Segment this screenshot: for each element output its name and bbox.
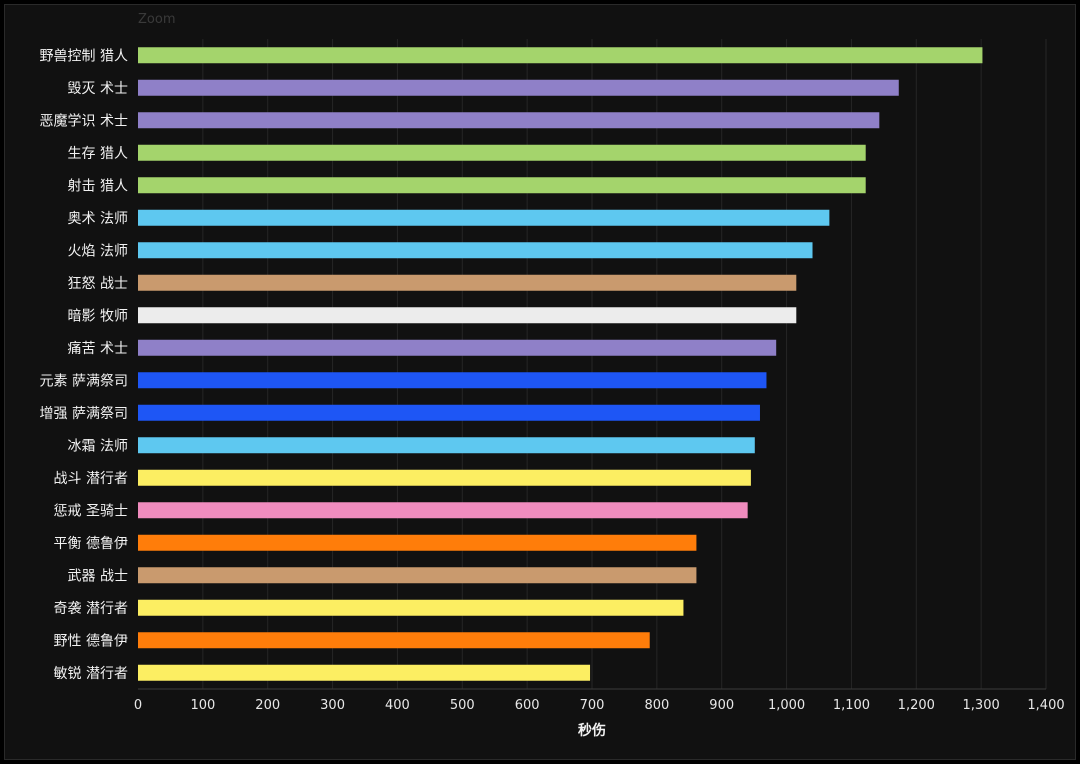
x-tick-label: 1,000 bbox=[768, 698, 805, 713]
x-tick-label: 1,400 bbox=[1027, 698, 1064, 713]
category-label: 狂怒 战士 bbox=[68, 276, 128, 292]
bar[interactable] bbox=[138, 372, 767, 389]
category-label: 平衡 德鲁伊 bbox=[54, 536, 128, 552]
x-tick-label: 1,200 bbox=[898, 698, 935, 713]
x-tick-label: 1,300 bbox=[963, 698, 1000, 713]
bar[interactable] bbox=[138, 404, 760, 421]
x-tick-labels: 0 100 200 300 400 500 600 700 800 900 1,000 1,100 1,… bbox=[134, 698, 1065, 713]
category-label: 痛苦 术士 bbox=[68, 340, 128, 357]
x-tick-label: 200 bbox=[255, 698, 280, 713]
category-label: 元素 萨满祭司 bbox=[40, 373, 128, 389]
bar[interactable] bbox=[138, 47, 983, 64]
x-axis-title: 秒伤 bbox=[578, 722, 606, 739]
x-tick-label: 600 bbox=[515, 698, 540, 713]
bar[interactable] bbox=[138, 79, 899, 96]
bar[interactable] bbox=[138, 307, 797, 324]
category-label: 野兽控制 猎人 bbox=[40, 48, 128, 64]
category-label: 惩戒 圣骑士 bbox=[54, 503, 128, 519]
category-label: 增强 萨满祭司 bbox=[40, 406, 128, 422]
bar[interactable] bbox=[138, 632, 650, 649]
category-label: 奥术 法师 bbox=[68, 210, 128, 227]
bar[interactable] bbox=[138, 437, 755, 454]
category-label: 野性 德鲁伊 bbox=[54, 633, 128, 649]
x-tick-label: 1,100 bbox=[833, 698, 870, 713]
bar[interactable] bbox=[138, 664, 591, 681]
category-label: 奇袭 潜行者 bbox=[54, 600, 128, 617]
bar[interactable] bbox=[138, 534, 697, 551]
category-label: 暗影 牧师 bbox=[68, 308, 128, 324]
bar[interactable] bbox=[138, 112, 880, 129]
category-label: 恶魔学识 术士 bbox=[40, 113, 128, 129]
bar[interactable] bbox=[138, 177, 866, 194]
x-tick-label: 900 bbox=[709, 698, 734, 713]
x-tick-label: 500 bbox=[450, 698, 475, 713]
category-label: 冰霜 法师 bbox=[68, 438, 128, 454]
bar[interactable] bbox=[138, 242, 813, 259]
bar[interactable] bbox=[138, 599, 684, 616]
bar[interactable] bbox=[138, 339, 777, 356]
x-tick-label: 300 bbox=[320, 698, 345, 713]
category-label: 毁灭 术士 bbox=[68, 81, 128, 97]
bars bbox=[138, 47, 983, 681]
gridlines bbox=[202, 39, 1047, 689]
bar[interactable] bbox=[138, 209, 830, 226]
zoom-label[interactable]: Zoom bbox=[138, 12, 176, 27]
category-label: 生存 猎人 bbox=[68, 146, 128, 162]
category-label: 战斗 潜行者 bbox=[54, 471, 128, 487]
bar[interactable] bbox=[138, 144, 866, 161]
bar[interactable] bbox=[138, 567, 697, 584]
category-label: 武器 战士 bbox=[68, 568, 128, 584]
x-tick-label: 100 bbox=[190, 698, 215, 713]
x-tick-label: 800 bbox=[644, 698, 669, 713]
category-label: 射击 猎人 bbox=[68, 178, 128, 194]
x-tick-label: 700 bbox=[580, 698, 605, 713]
bar[interactable] bbox=[138, 274, 797, 291]
category-label: 火焰 法师 bbox=[68, 243, 128, 259]
x-tick-label: 400 bbox=[385, 698, 410, 713]
bar[interactable] bbox=[138, 502, 748, 519]
bar[interactable] bbox=[138, 469, 751, 486]
x-tick-label: 0 bbox=[134, 698, 142, 713]
category-label: 敏锐 潜行者 bbox=[54, 666, 128, 682]
